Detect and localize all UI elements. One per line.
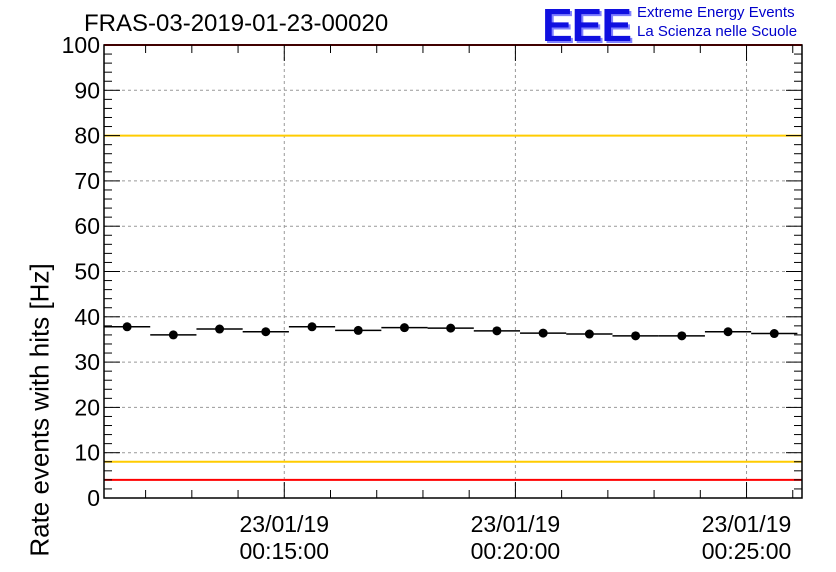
x-tick-date: 23/01/19 (471, 511, 561, 537)
data-point (769, 329, 779, 339)
y-tick-label: 100 (62, 32, 100, 58)
y-tick-label: 70 (74, 168, 100, 194)
data-point (446, 323, 456, 333)
y-tick-label: 40 (74, 304, 100, 330)
x-tick-date: 23/01/19 (240, 511, 330, 537)
eee-logo: EEE (542, 0, 632, 51)
y-tick-label: 0 (87, 485, 100, 511)
data-point (307, 322, 317, 332)
data-point (122, 322, 132, 332)
x-tick-time: 00:15:00 (240, 538, 330, 564)
logo-line-2: La Scienza nelle Scuole (637, 23, 798, 40)
x-tick-time: 00:20:00 (471, 538, 561, 564)
y-tick-label: 30 (74, 349, 100, 375)
y-tick-label: 60 (74, 213, 100, 239)
chart-title: FRAS-03-2019-01-23-00020 (84, 10, 389, 37)
data-point (723, 327, 733, 337)
data-point (399, 323, 409, 333)
data-point (584, 329, 594, 339)
data-point (677, 331, 687, 341)
logo-caption: Extreme Energy Events La Scienza nelle S… (637, 3, 797, 41)
data-point (353, 325, 363, 335)
y-tick-label: 10 (74, 440, 100, 466)
data-point (215, 324, 225, 334)
data-point (168, 330, 178, 340)
data-point (538, 328, 548, 338)
y-tick-label: 80 (74, 123, 100, 149)
data-point (631, 331, 641, 341)
y-tick-label: 90 (74, 77, 100, 103)
x-tick-time: 00:25:00 (702, 538, 792, 564)
logo-line-1: Extreme Energy Events (637, 4, 795, 21)
data-point (261, 327, 271, 337)
x-tick-date: 23/01/19 (702, 511, 792, 537)
y-tick-label: 50 (74, 259, 100, 285)
data-point (492, 326, 502, 336)
y-tick-label: 20 (74, 394, 100, 420)
